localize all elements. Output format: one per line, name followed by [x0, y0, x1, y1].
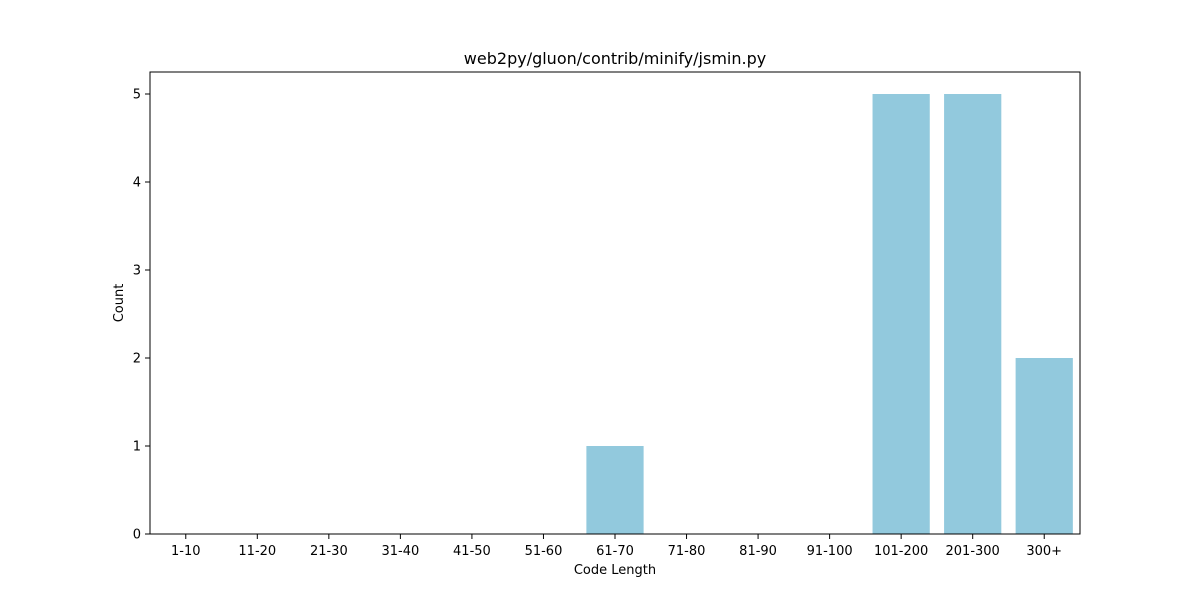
x-tick-label: 201-300	[946, 544, 1000, 559]
x-tick-label: 21-30	[310, 544, 348, 559]
x-axis-ticks: 1-10 11-20 21-30 31-40 41-50 51-60 61-70 71-80 8…	[171, 534, 1062, 559]
y-axis-ticks: 0 1 2 3 4 5	[133, 88, 150, 543]
x-tick-label: 300+	[1026, 544, 1062, 559]
y-axis-label: Count	[112, 284, 127, 323]
y-tick-label: 0	[133, 528, 141, 543]
y-tick-label: 1	[133, 440, 141, 455]
x-tick-label: 61-70	[596, 544, 634, 559]
plot-frame	[149, 71, 1081, 535]
y-tick-label: 4	[133, 176, 141, 191]
y-tick-label: 3	[133, 264, 141, 279]
chart-title: web2py/gluon/contrib/minify/jsmin.py	[464, 49, 766, 68]
x-axis-label: Code Length	[574, 563, 656, 578]
bar-61-70	[586, 446, 644, 534]
x-tick-label: 1-10	[171, 544, 201, 559]
x-tick-label: 41-50	[453, 544, 491, 559]
x-tick-label: 81-90	[739, 544, 777, 559]
bar-201-300	[944, 94, 1002, 534]
y-tick-label: 5	[133, 88, 141, 103]
bar-101-200	[872, 94, 930, 534]
x-tick-label: 11-20	[238, 544, 276, 559]
y-tick-label: 2	[133, 352, 141, 367]
bar-300+	[1015, 358, 1073, 534]
x-tick-label: 31-40	[381, 544, 419, 559]
bars-layer	[586, 94, 1073, 534]
x-tick-label: 71-80	[668, 544, 706, 559]
x-tick-label: 51-60	[525, 544, 563, 559]
x-tick-label: 91-100	[807, 544, 853, 559]
x-tick-label: 101-200	[874, 544, 928, 559]
